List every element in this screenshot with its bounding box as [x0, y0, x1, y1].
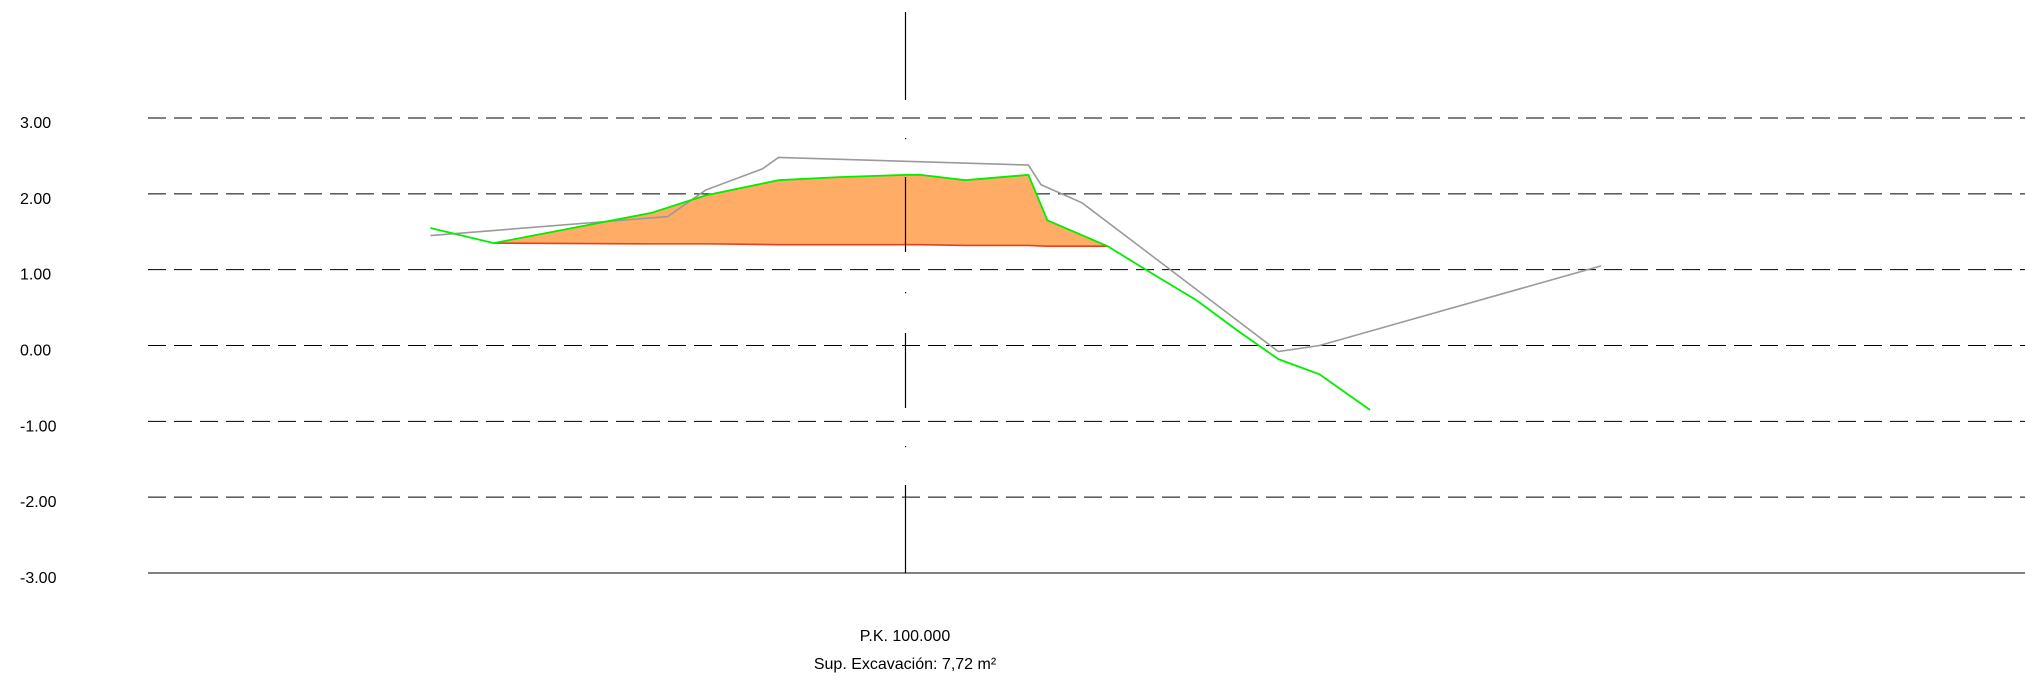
y-tick-label: -2.00 [20, 494, 57, 511]
y-tick-label: 2.00 [20, 191, 51, 208]
y-tick-label: 3.00 [20, 115, 51, 132]
centerline-dot [905, 292, 907, 294]
centerline-dot [905, 138, 907, 140]
profile-lines [430, 156, 1602, 411]
y-tick-label: -3.00 [20, 570, 57, 587]
y-axis-labels: 3.00 2.00 1.00 0.00 -1.00 -2.00 -3.00 [20, 115, 57, 587]
y-tick-label: -1.00 [20, 418, 57, 435]
terrain-line [430, 173, 1371, 411]
excavation-area-label: Sup. Excavación: 7,72 m² [814, 656, 997, 673]
centerline-axis [904, 12, 907, 573]
y-tick-label: 1.00 [20, 267, 51, 284]
grid-lines [148, 117, 2025, 574]
centerline-dot [905, 446, 907, 448]
pk-label: P.K. 100.000 [860, 628, 951, 645]
y-tick-label: 0.00 [20, 343, 51, 360]
excavation-fill [493, 174, 1108, 247]
